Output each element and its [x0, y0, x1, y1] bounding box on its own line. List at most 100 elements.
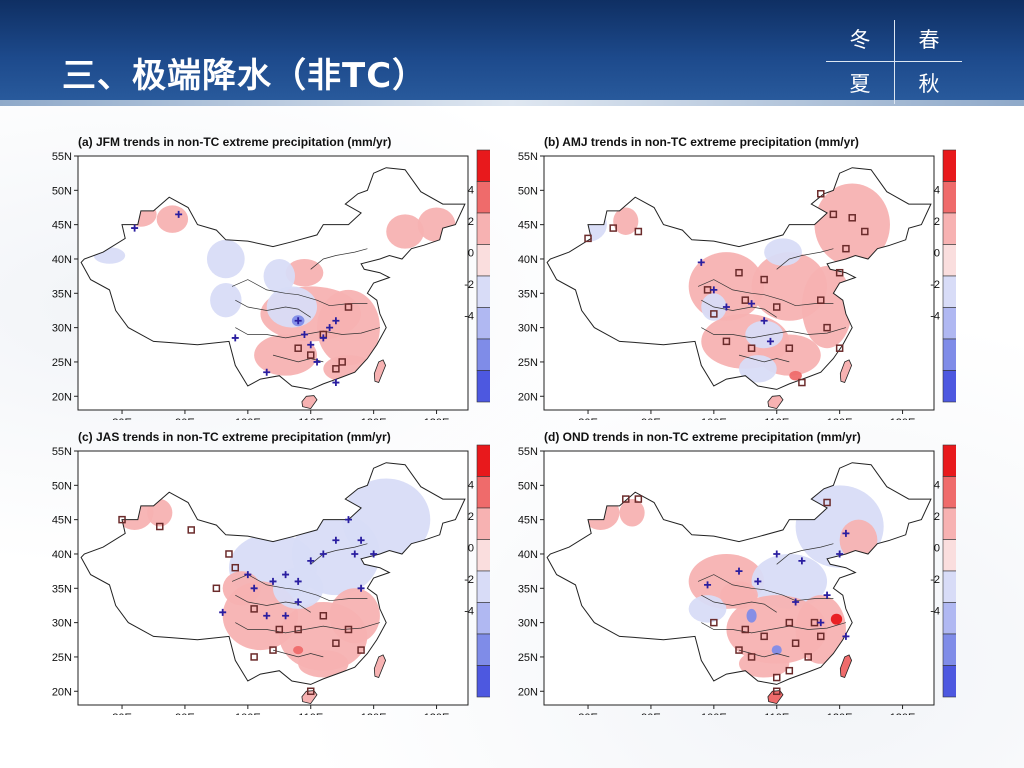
lon-tick-label: 110E	[298, 712, 323, 715]
region-boundary	[701, 594, 777, 613]
station-square-marker	[212, 584, 221, 593]
station-plus-marker	[332, 379, 340, 387]
station-square-marker	[772, 687, 781, 696]
colorbar-label: 0	[934, 248, 940, 260]
colorbar-segment	[942, 539, 956, 572]
region-boundary	[272, 649, 324, 658]
station-plus-marker	[263, 612, 271, 620]
trend-area	[745, 320, 784, 349]
station-plus-marker	[766, 337, 774, 345]
station-square-marker	[225, 550, 233, 558]
station-plus-marker	[131, 224, 139, 232]
lat-tick-label: 35N	[52, 583, 72, 595]
station-plus-marker	[344, 516, 352, 524]
lat-tick-label: 50N	[518, 480, 538, 492]
colorbar-label: 4	[934, 185, 940, 197]
country-outline	[80, 167, 466, 390]
panel-jas: (c) JAS trends in non-TC extreme precipi…	[20, 425, 490, 715]
trend-area	[830, 613, 843, 625]
station-plus-marker	[722, 303, 730, 311]
station-plus-marker	[294, 598, 302, 606]
station-plus-marker	[219, 608, 227, 616]
station-square-marker	[785, 666, 794, 675]
station-square-marker	[357, 646, 365, 654]
region-boundary	[697, 574, 834, 602]
lon-tick-label: 80E	[578, 712, 598, 715]
colorbar-label: 2	[468, 511, 474, 523]
lon-tick-label: 130E	[424, 712, 450, 715]
region-boundary	[310, 543, 368, 565]
season-autumn: 秋	[918, 72, 940, 96]
lat-tick-label: 25N	[52, 652, 72, 664]
station-square-marker	[817, 190, 825, 198]
station-square-marker	[842, 244, 850, 253]
station-plus-marker	[326, 324, 334, 332]
header-banner	[0, 0, 1024, 106]
island-outline	[839, 654, 853, 679]
trend-area	[317, 289, 380, 366]
lon-tick-label: 100E	[235, 712, 261, 715]
station-plus-marker	[332, 317, 340, 325]
station-plus-marker	[760, 317, 768, 325]
lat-tick-label: 25N	[518, 357, 538, 369]
trend-area	[156, 205, 189, 233]
station-plus-marker	[351, 550, 359, 558]
colorbar-label: 4	[468, 480, 474, 492]
station-plus-marker	[319, 550, 327, 558]
trend-area	[746, 608, 757, 623]
station-plus-marker	[319, 334, 327, 342]
station-square-marker	[747, 344, 756, 352]
station-plus-marker	[704, 581, 712, 589]
trend-area	[771, 645, 782, 655]
lat-tick-label: 45N	[518, 220, 538, 232]
panel-jfm: (a) JFM trends in non-TC extreme precipi…	[20, 130, 490, 420]
station-square-marker	[306, 687, 315, 696]
season-grid-horizontal-line	[826, 61, 962, 62]
station-square-marker	[772, 673, 781, 682]
trend-area	[206, 239, 245, 279]
region-boundary	[235, 594, 311, 613]
colorbar-segment	[942, 570, 956, 603]
panel-title: (b) AMJ trends in non-TC extreme precipi…	[544, 135, 859, 149]
colorbar-segment	[942, 370, 956, 403]
lon-tick-label: 90E	[641, 712, 661, 715]
station-plus-marker	[754, 577, 762, 585]
trend-area	[293, 645, 304, 655]
trend-area	[298, 650, 349, 678]
trend-area	[386, 214, 424, 249]
station-plus-marker	[300, 330, 308, 338]
country-outline	[80, 462, 466, 685]
lat-tick-label: 20N	[52, 391, 72, 403]
station-square-marker	[823, 498, 831, 507]
colorbar-label: -4	[930, 606, 940, 618]
station-square-marker	[710, 310, 718, 318]
lat-tick-label: 40N	[52, 549, 72, 561]
country-outline	[546, 167, 932, 390]
station-square-marker	[785, 344, 794, 352]
colorbar-label: -4	[464, 606, 474, 618]
station-square-marker	[634, 495, 643, 503]
season-summer: 夏	[849, 72, 871, 96]
island-outline	[839, 359, 853, 384]
region-boundary	[738, 649, 790, 658]
colorbar-label: 0	[468, 248, 474, 260]
region-boundary	[310, 248, 368, 270]
island-outline	[767, 395, 784, 410]
colorbar-segment	[942, 602, 956, 635]
island-outline	[301, 395, 318, 410]
region-boundary	[235, 299, 311, 318]
station-square-marker	[804, 653, 812, 661]
station-square-marker	[319, 612, 328, 620]
trend-area	[795, 595, 846, 664]
station-square-marker	[835, 268, 844, 277]
trend-area	[839, 519, 878, 561]
station-square-marker	[823, 323, 831, 332]
lat-tick-label: 55N	[518, 151, 538, 163]
station-square-marker	[231, 563, 240, 572]
colorbar-segment	[942, 507, 956, 540]
trend-area	[210, 283, 242, 318]
colorbar-label: -2	[464, 279, 474, 291]
station-plus-marker	[231, 334, 239, 342]
station-plus-marker	[842, 529, 850, 537]
station-square-marker	[710, 618, 718, 627]
